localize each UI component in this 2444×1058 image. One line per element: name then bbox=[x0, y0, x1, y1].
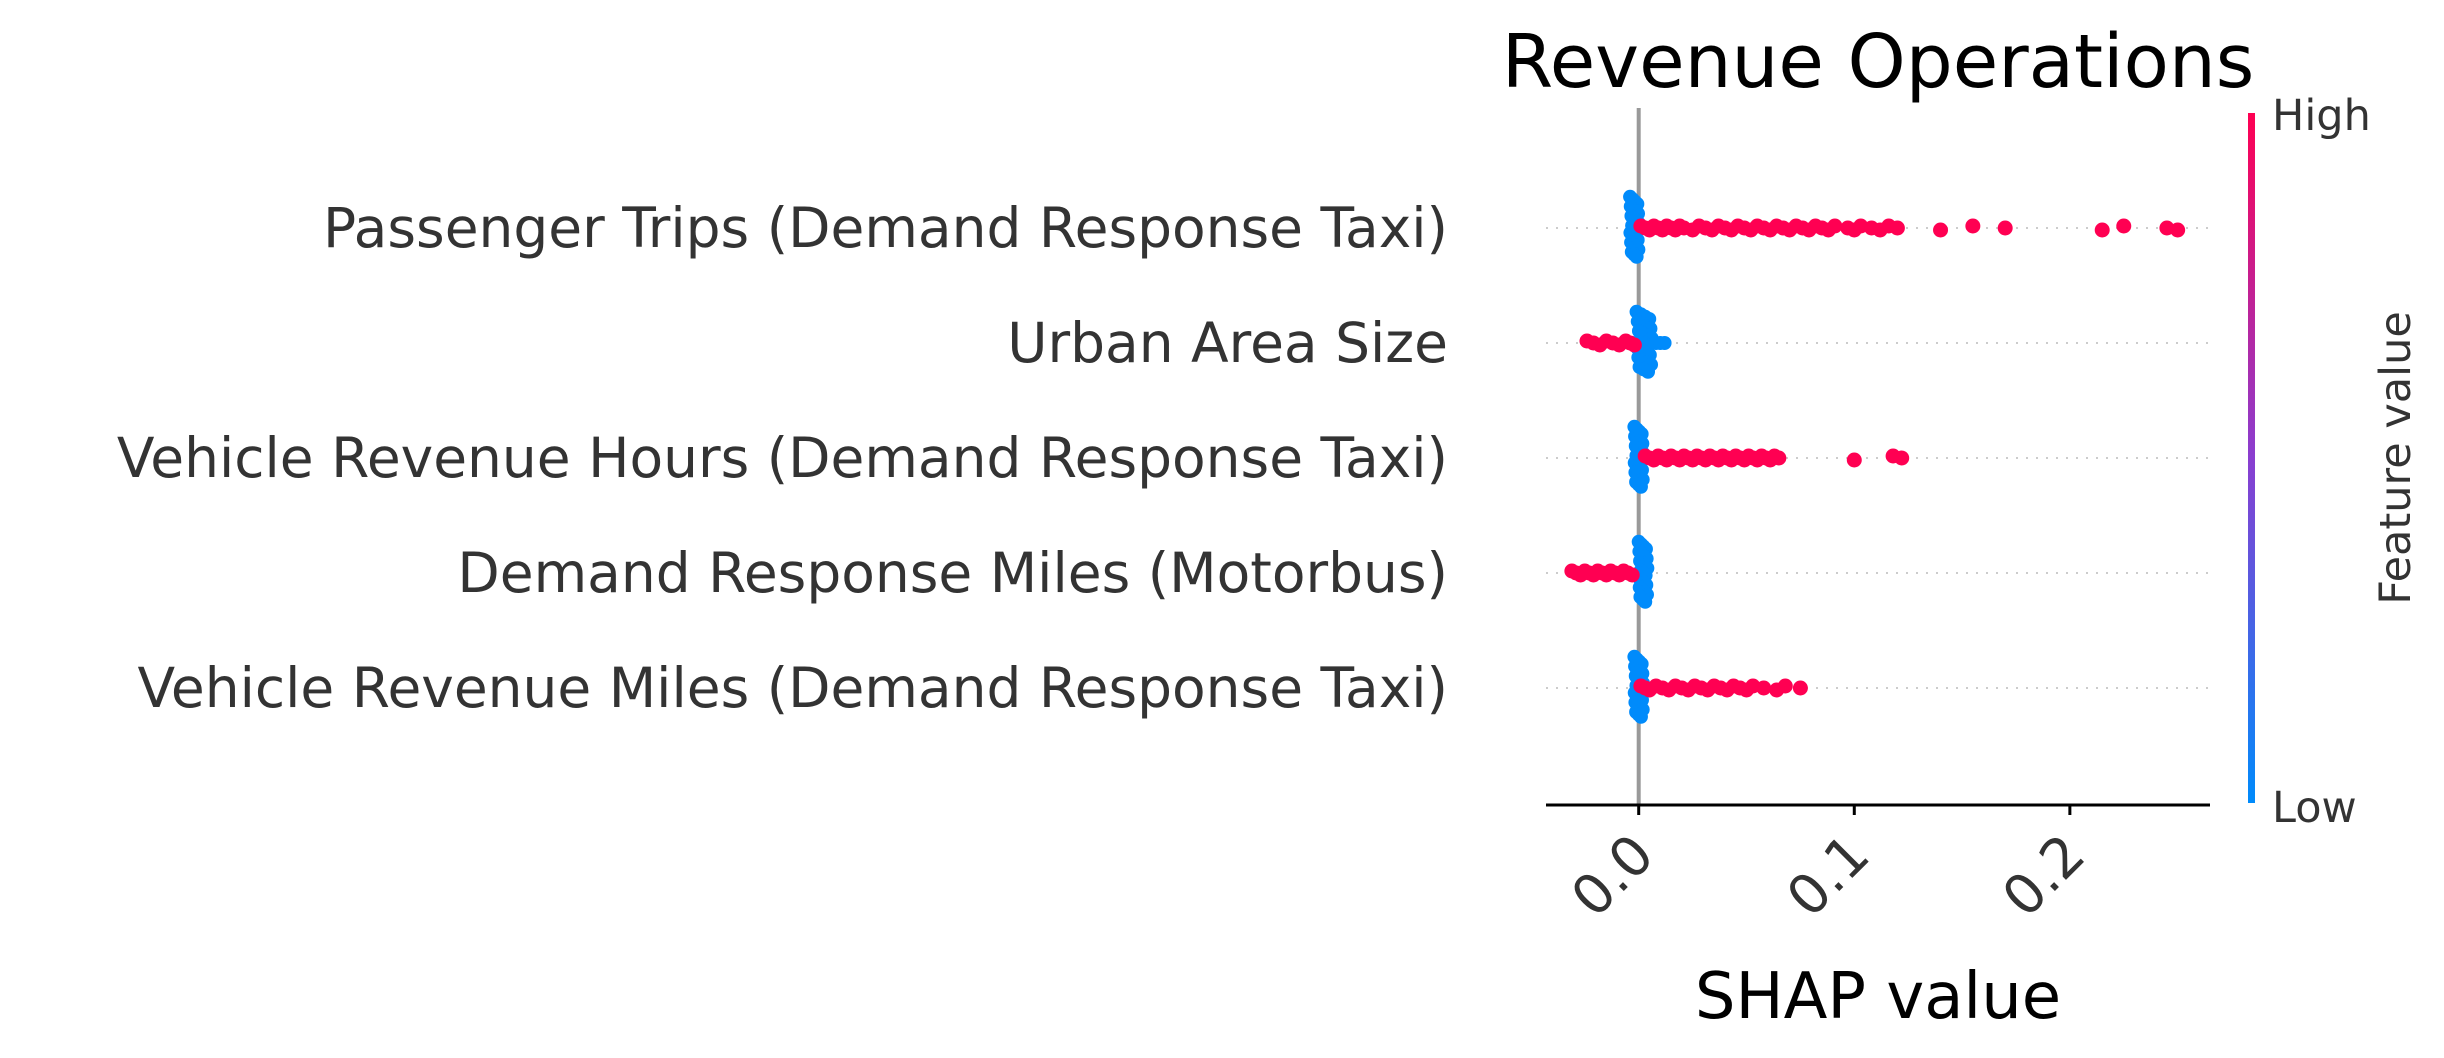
x-tick-label: 0.2 bbox=[1990, 822, 2097, 929]
data-point bbox=[1624, 567, 1640, 583]
colorbar-low-label: Low bbox=[2272, 783, 2357, 833]
colorbar-title: Feature value bbox=[2371, 311, 2421, 605]
data-point bbox=[1626, 337, 1642, 353]
data-point bbox=[1633, 709, 1648, 724]
x-axis-label: SHAP value bbox=[1695, 960, 2061, 1034]
data-point bbox=[1629, 249, 1644, 264]
data-point bbox=[2116, 218, 2132, 234]
x-tick-label: 0.0 bbox=[1559, 822, 1666, 929]
data-point bbox=[1756, 680, 1772, 696]
data-points bbox=[1564, 189, 2186, 724]
feature-labels: Passenger Trips (Demand Response Taxi) Ur… bbox=[117, 196, 1448, 720]
data-point bbox=[1933, 222, 1949, 238]
data-point bbox=[1827, 218, 1843, 234]
feature-label: Passenger Trips (Demand Response Taxi) bbox=[323, 196, 1448, 260]
data-point bbox=[1965, 218, 1981, 234]
data-point bbox=[1777, 678, 1793, 694]
data-point bbox=[1846, 452, 1862, 468]
data-point bbox=[1792, 680, 1808, 696]
feature-label: Vehicle Revenue Hours (Demand Response T… bbox=[117, 426, 1448, 490]
feature-label: Vehicle Revenue Miles (Demand Response T… bbox=[138, 656, 1448, 720]
data-point bbox=[1771, 450, 1787, 466]
data-point bbox=[1657, 336, 1672, 350]
data-point bbox=[1889, 220, 1905, 236]
data-point bbox=[1997, 220, 2013, 236]
chart-title: Revenue Operations bbox=[1502, 19, 2255, 105]
data-point bbox=[1641, 364, 1656, 379]
colorbar-high-label: High bbox=[2272, 91, 2371, 141]
data-point bbox=[1894, 450, 1910, 466]
data-point bbox=[2094, 222, 2110, 238]
data-point bbox=[2170, 222, 2186, 238]
data-point bbox=[1633, 479, 1648, 494]
colorbar bbox=[2248, 113, 2255, 803]
feature-label: Demand Response Miles (Motorbus) bbox=[457, 541, 1448, 605]
x-tick-label: 0.1 bbox=[1774, 822, 1881, 929]
feature-label: Urban Area Size bbox=[1007, 311, 1448, 375]
x-axis-ticks: 0.0 0.1 0.2 bbox=[1559, 805, 2097, 929]
data-point bbox=[1638, 594, 1653, 609]
